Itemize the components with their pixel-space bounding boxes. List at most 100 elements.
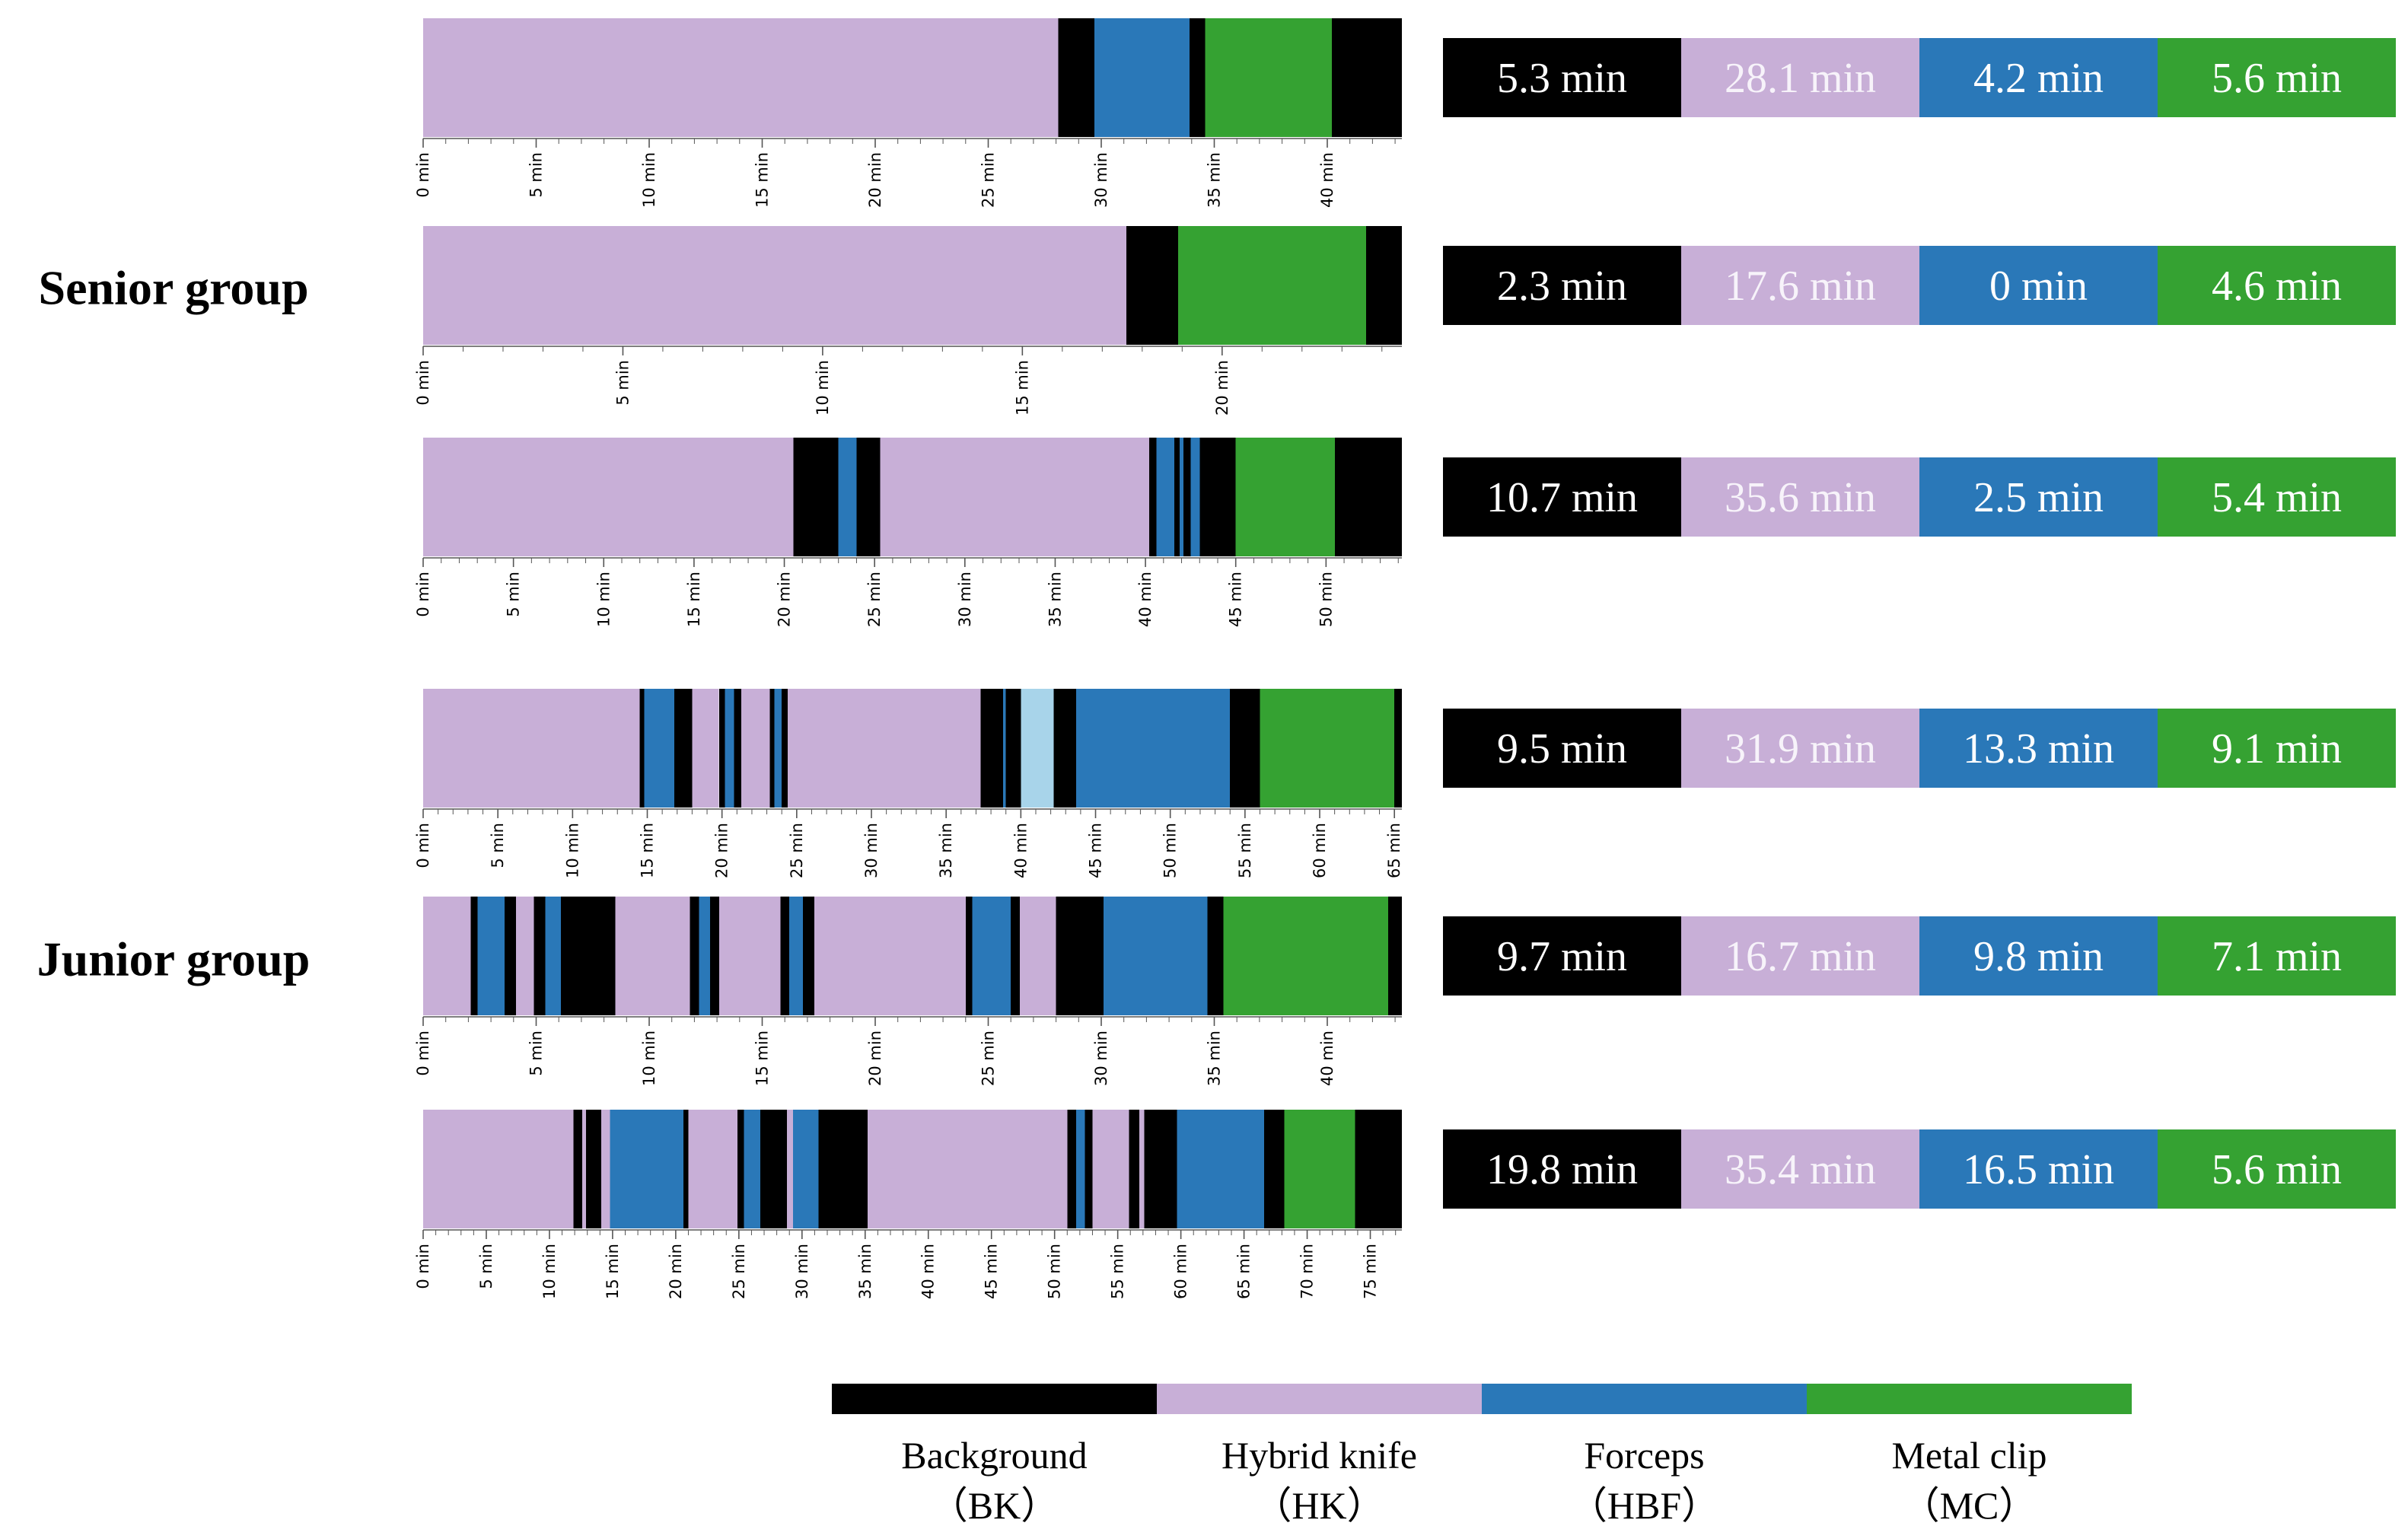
stat-value-hk: 28.1 min (1725, 55, 1876, 102)
timeline-segment-bk (573, 1110, 583, 1228)
stat-value-bk: 10.7 min (1486, 474, 1638, 521)
stat-cell-mc (2158, 457, 2396, 537)
legend-label: Forceps (1584, 1434, 1704, 1477)
timeline-segment-hbf (972, 897, 1011, 1015)
stat-cell-bk (1443, 709, 1681, 788)
stat-value-hbf: 9.8 min (1973, 933, 2104, 980)
stat-cell-hbf (1919, 246, 2158, 325)
stat-value-mc: 4.6 min (2212, 263, 2342, 310)
timeline-segment-hk (1020, 897, 1056, 1015)
timeline-segment-bk (1394, 689, 1402, 808)
legend-swatch (832, 1384, 1157, 1414)
timeline-segment-bk (1085, 1110, 1093, 1228)
timeline-segment-bk (1335, 438, 1402, 556)
stat-cell-hbf (1919, 1129, 2158, 1209)
timeline-segment-hbf (774, 689, 782, 808)
timeline-segment-bk (734, 689, 742, 808)
tick-label: 0 min (414, 572, 432, 617)
stat-value-bk: 9.7 min (1497, 933, 1627, 980)
tick-label: 5 min (477, 1244, 495, 1289)
timeline-segment-bk (1183, 438, 1191, 556)
stat-value-mc: 5.6 min (2212, 1146, 2342, 1193)
timeline-segment-hk (692, 689, 719, 808)
timeline-segment-bk (802, 897, 814, 1015)
timeline-segment-bk (710, 897, 720, 1015)
timeline-segment-bk (1011, 897, 1021, 1015)
stat-value-hk: 16.7 min (1725, 933, 1876, 980)
timeline-segment-hbf (699, 897, 711, 1015)
stat-cell-mc (2158, 246, 2396, 325)
timeline-segment-mc (1260, 689, 1395, 808)
tick-label: 25 min (788, 823, 806, 878)
timeline-segment-hbf (1075, 1110, 1085, 1228)
timeline-segment-bk (1056, 897, 1104, 1015)
stats-row: 10.7 min 35.6 min 2.5 min 5.4 min (1443, 457, 2396, 537)
legend: Background （BK） Hybrid knife （HK） Forceps （HB… (832, 1384, 2132, 1526)
tick-label: 20 min (713, 823, 731, 878)
tick-label: 15 min (685, 572, 703, 627)
timeline-segment-hk (423, 689, 640, 808)
timeline-segment-bk (769, 689, 775, 808)
tick-label: 45 min (1227, 572, 1245, 627)
stat-cell-mc (2158, 38, 2396, 117)
tick-label: 5 min (613, 360, 632, 406)
legend-swatch (1157, 1384, 1482, 1414)
stat-cell-mc (2158, 1129, 2396, 1209)
tick-label: 15 min (753, 152, 772, 208)
timeline-row: 0 min 5 min 10 min 15 min 20 min (414, 226, 1402, 416)
tick-label: 65 min (1235, 1244, 1253, 1299)
timeline-segment-bk (1148, 438, 1157, 556)
timeline-segment-hbf (610, 1110, 683, 1228)
tick-label: 55 min (1109, 1244, 1127, 1299)
tick-label: 0 min (414, 823, 432, 868)
timeline-segment-mc (1223, 897, 1389, 1015)
stat-value-hbf: 4.2 min (1973, 55, 2104, 102)
tick-label: 5 min (527, 152, 546, 198)
stat-panels: 5.3 min 28.1 min 4.2 min 5.6 min 2.3 min 17.6… (1443, 38, 2396, 1209)
group-labels: Senior group Junior group (37, 261, 311, 986)
stat-value-mc: 9.1 min (2212, 725, 2342, 773)
timeline-segment-mc (1205, 18, 1332, 137)
stat-cell-hk (1681, 457, 1919, 537)
timeline-segment-hk (582, 1110, 587, 1228)
tick-label: 65 min (1385, 823, 1403, 878)
timeline-segment-bk (818, 1110, 868, 1228)
tick-label: 10 min (540, 1244, 559, 1299)
timeline-segment-hbf (789, 897, 803, 1015)
legend-abbrev: （HBF） (1569, 1484, 1719, 1526)
tick-label: 35 min (1205, 1031, 1223, 1086)
timeline-segment-mc (1284, 1110, 1355, 1228)
timeline-segment-bk (1058, 18, 1095, 137)
timeline-segment-hbf (725, 689, 734, 808)
tick-label: 40 min (1318, 1031, 1336, 1086)
tick-label: 10 min (640, 152, 658, 208)
timeline-segment-hk (786, 1110, 794, 1228)
legend-item-bk: Background （BK） (832, 1384, 1157, 1526)
timeline-segment-bk (639, 689, 645, 808)
timelines: 0 min 5 min 10 min 15 min 20 min 25 min 30 min… (414, 18, 1403, 1299)
tick-label: 40 min (1011, 823, 1030, 878)
legend-item-hk: Hybrid knife （HK） (1157, 1384, 1482, 1526)
tick-label: 25 min (730, 1244, 748, 1299)
tick-label: 50 min (1046, 1244, 1064, 1299)
timeline-row: 0 min 5 min 10 min 15 min 20 min 25 min 30 min… (414, 438, 1402, 627)
timeline-segment-hbf (1190, 438, 1200, 556)
tick-label: 0 min (414, 152, 432, 198)
tick-label: 60 min (1172, 1244, 1190, 1299)
stat-value-hbf: 2.5 min (1973, 474, 2104, 521)
timeline-segment-bk (965, 897, 973, 1015)
timeline-segment-bk (1126, 226, 1179, 345)
tick-label: 70 min (1298, 1244, 1317, 1299)
timeline-segment-hbf (744, 1110, 761, 1228)
stat-cell-mc (2158, 709, 2396, 788)
timeline-segment-light (1021, 689, 1054, 808)
tick-label: 30 min (862, 823, 881, 878)
stats-row: 19.8 min 35.4 min 16.5 min 5.6 min (1443, 1129, 2396, 1209)
timeline-segment-hk (515, 897, 534, 1015)
timeline-segment-bk (1207, 897, 1224, 1015)
stat-value-hk: 35.6 min (1725, 474, 1876, 521)
tick-label: 30 min (1092, 152, 1110, 208)
tick-label: 25 min (979, 1031, 997, 1086)
timeline-segment-hk (814, 897, 966, 1015)
timeline-segment-bk (718, 689, 725, 808)
